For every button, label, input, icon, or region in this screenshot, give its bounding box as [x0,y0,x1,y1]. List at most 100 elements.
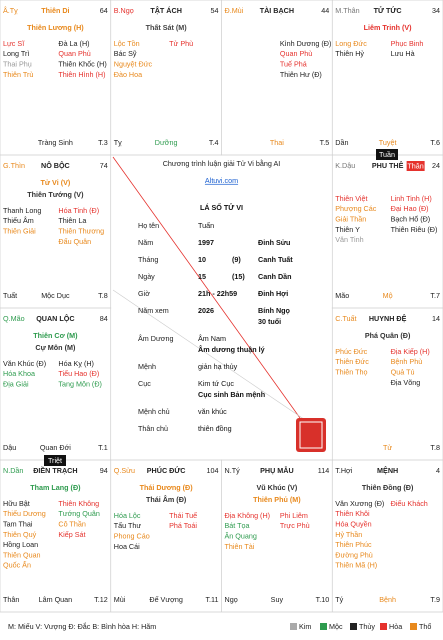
minor-star: Quan Phù [280,49,312,58]
intro: Chương trình luận giải Tử Vi bằng AI [163,159,281,168]
site-link[interactable]: Altuvi.com [205,176,238,185]
minor-star: Bạch Hổ (Đ) [391,215,431,224]
info-value: 1997 [198,238,214,247]
palace-name: NÔ BỘC [41,161,70,170]
legend-label: Thủy [359,622,375,631]
palace-stage: Mộc Dục [41,291,70,300]
minor-star: Hỷ Thần [335,530,362,539]
palace-name: QUAN LỘC [36,314,74,323]
minor-star: Thiên La [58,216,86,225]
info-sub: Âm dương thuận lý [198,345,265,354]
minor-star: Phong Cáo [114,532,150,541]
legend-swatch [290,623,297,630]
info-label: Năm xem [138,306,169,315]
minor-star: Thiên Quan [3,550,41,559]
minor-star: Thiên Tài [225,542,255,551]
minor-star: Lưu Hà [391,49,415,58]
info-value: Đinh Hợi [258,289,288,298]
info-value: văn khúc [198,407,227,416]
minor-star: Điếu Khách [391,499,428,508]
main-star: Tử Vi (V) [40,178,70,187]
palace-tnum: T.11 [205,595,218,604]
info-label: Họ tên [138,221,159,230]
info-label: Cục [138,379,151,388]
legend-label: Hỏa [389,622,402,631]
palace-name: TẬT ÁCH [150,6,182,15]
palace-tnum: T.9 [430,595,440,604]
palace-stage: Bệnh [379,595,396,604]
palace-branch: Mùi [114,595,126,604]
info-value: thiên đồng [198,424,232,433]
palace-canchi: K.Dậu [335,161,355,170]
minor-star: Lộc Tồn [114,39,140,48]
main-star: Thiên Đồng (Đ) [362,483,414,492]
decor-line [112,289,321,431]
minor-star: Địa Võng [391,378,421,387]
info-value: 10 [198,255,206,264]
main-star: Thái Dương (Đ) [140,483,194,492]
palace-stage: Mộ [383,291,393,300]
palace-stage: Dưỡng [155,138,178,147]
palace-canchi: T.Hợi [335,466,352,475]
minor-star: Tướng Quân [58,509,100,518]
minor-star: Tang Môn (Đ) [58,380,102,389]
palace-number: 64 [100,6,108,15]
palace-name: PHÚC ĐỨC [147,466,186,475]
minor-star: Thiên Quý [3,530,37,539]
minor-star: Đường Phù [335,550,373,559]
tuan-label: Tuần [379,150,395,159]
palace-stage: Tuyệt [379,138,397,147]
palace-tnum: T.6 [430,138,440,147]
minor-star: Quan Phủ [58,49,90,58]
info-label: Mệnh chủ [138,407,170,416]
palace-canchi: Q.Sửu [114,466,135,475]
palace-name: ĐIỀN TRẠCH [33,465,77,475]
palace-number: 104 [207,466,219,475]
minor-star: Phi Liêm [280,511,308,520]
minor-star: Thiên Khôi [335,509,370,518]
palace-canchi: B.Ngọ [114,6,134,15]
info-value: Âm Nam [198,334,226,343]
minor-star: Địa Giải [3,380,29,389]
minor-star: Thiên Trù [3,70,33,79]
minor-star: Phúc Đức [335,347,367,356]
palace-number: 34 [432,6,440,15]
minor-star: Tấu Thư [114,521,142,530]
minor-star: Tam Thai [3,520,33,529]
minor-star: Bệnh Phù [391,357,423,366]
palace-branch: Ngọ [225,595,238,604]
minor-star: Đại Hao (Đ) [391,204,429,213]
main-star: Thiên Lương (H) [27,23,84,32]
palace-number: 74 [100,161,108,170]
minor-star: Hóa Kỵ (H) [58,359,94,368]
info-value: giản hạ thủy [198,362,238,371]
minor-star: Bát Tọa [225,521,250,530]
legend-swatch [380,623,387,630]
minor-star: Cô Thần [58,520,85,529]
minor-star: Trực Phù [280,521,310,530]
palace-tnum: T.8 [98,291,108,300]
info-sub: Cục sinh Bản mệnh [198,390,265,399]
palace-name: PHỤ MẪU [260,466,294,475]
triet-label: Triệt [48,456,62,465]
main-star: Thiên Tướng (V) [27,190,84,199]
minor-star: Đẩu Quân [58,237,91,246]
minor-star: Thiên Đức [335,357,369,366]
legend-swatch [320,623,327,630]
minor-star: Tuế Phá [280,60,307,69]
info-label: Tháng [138,255,158,264]
palace-stage: Tràng Sinh [38,138,73,147]
minor-star: Hồng Loan [3,540,38,549]
minor-star: Văn Tinh [335,235,363,244]
palace-canchi: C.Tuất [335,314,356,323]
minor-star: Hóa Lộc [114,511,141,520]
palace-canchi: G.Thìn [3,161,25,170]
palace-stage: Quan Đới [40,443,71,452]
palace-stage: Thai [270,138,284,147]
minor-star: Lực Sĩ [3,39,25,48]
minor-star: Phục Binh [391,39,424,48]
minor-star: Thiên Y [335,225,360,234]
minor-star: Hóa Quyền [335,520,371,529]
